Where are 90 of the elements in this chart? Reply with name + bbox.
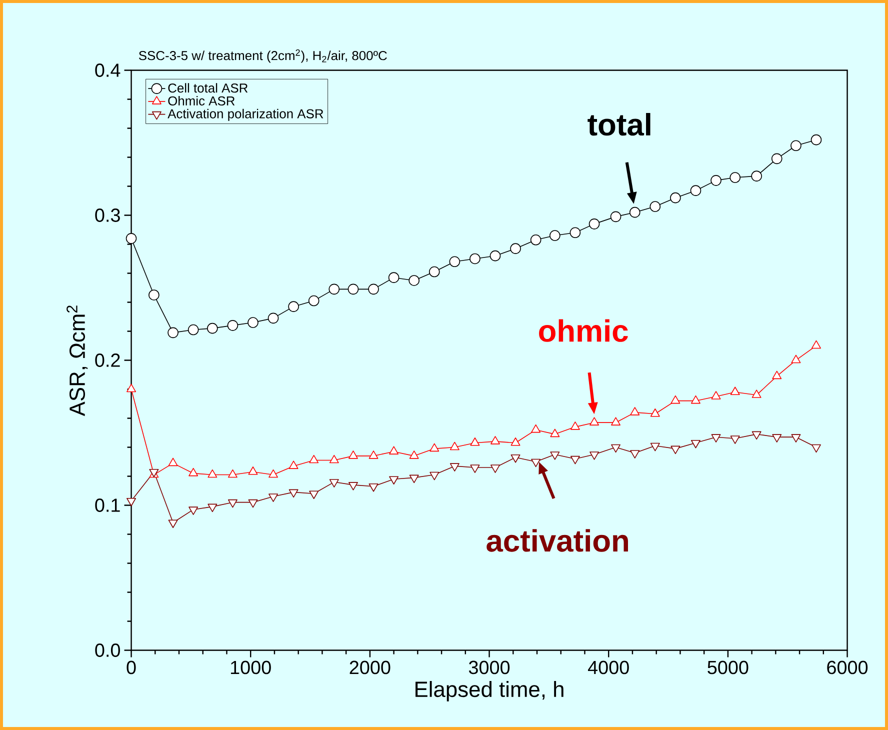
point: [670, 446, 680, 454]
point: [470, 253, 480, 264]
x-axis-title: Elapsed time, h: [416, 680, 564, 702]
point: [268, 494, 278, 502]
point: [772, 434, 782, 442]
point: [570, 456, 580, 464]
x-tick-label: 1000: [230, 660, 271, 674]
x-tick-label: 6000: [827, 660, 868, 674]
point: [368, 483, 378, 492]
point: [690, 440, 700, 448]
point: [188, 324, 199, 336]
y-tick-label: 0.2: [95, 354, 120, 367]
point: [629, 206, 640, 218]
y-tick-label: 0.1: [95, 498, 120, 512]
x-tick-label: 4000: [588, 660, 629, 674]
point: [288, 489, 298, 498]
point: [670, 192, 681, 204]
point: [791, 434, 801, 442]
point: [449, 256, 460, 268]
point: [168, 520, 178, 528]
point: [590, 452, 600, 460]
point: [570, 227, 581, 238]
point: [348, 482, 358, 490]
annotation: ohmic: [539, 319, 628, 342]
point: [550, 230, 560, 241]
point: [530, 234, 542, 246]
point: [388, 272, 400, 283]
point: [389, 476, 399, 485]
point: [248, 317, 258, 328]
point: [550, 452, 560, 460]
point: [611, 444, 620, 453]
point: [208, 504, 218, 512]
point: [207, 322, 218, 334]
point: [409, 474, 419, 484]
point: [650, 201, 661, 212]
point: [126, 233, 137, 244]
point: [248, 499, 258, 508]
point: [690, 185, 702, 196]
point: [348, 284, 359, 295]
point: [510, 454, 520, 463]
annotation: activation: [486, 529, 628, 552]
x-tick-label: 0: [126, 660, 136, 674]
point: [730, 436, 740, 444]
x-tick-label: 5000: [708, 660, 748, 674]
point: [329, 479, 339, 488]
point: [308, 295, 320, 306]
legend-label: Ohmic ASR: [168, 96, 235, 106]
point: [630, 450, 640, 458]
x-tick-label: 3000: [468, 660, 510, 674]
point: [812, 444, 821, 453]
y-tick-label: 0.4: [95, 64, 120, 77]
point: [650, 442, 660, 452]
point: [268, 312, 279, 324]
point: [450, 463, 460, 472]
y-tick-label: 0.3: [95, 208, 120, 222]
point: [288, 301, 299, 312]
chart-title: SSC-3-5 w/ treatment (2cm$^{2}$), H$_{2}$/air, 800ºC: [138, 49, 387, 63]
point: [470, 464, 480, 473]
point: [771, 153, 782, 164]
point: [428, 266, 440, 278]
point: [228, 499, 238, 508]
point: [610, 211, 622, 222]
point: [368, 284, 379, 295]
x-tick-label: 2000: [350, 660, 390, 674]
point: [790, 140, 802, 152]
point: [148, 290, 160, 300]
point: [408, 275, 420, 286]
point: [309, 490, 319, 500]
point: [710, 175, 722, 186]
point: [126, 498, 136, 506]
point: [328, 284, 340, 295]
legend-label: Activation polarization ASR: [168, 108, 324, 121]
point: [810, 134, 822, 146]
annotation: total: [588, 112, 650, 136]
point: [490, 250, 501, 262]
point: [490, 464, 500, 473]
y-tick-label: 0.0: [95, 644, 120, 657]
point: [730, 172, 740, 183]
point: [510, 243, 521, 254]
point: [711, 434, 721, 442]
point: [430, 472, 440, 480]
point: [227, 320, 238, 331]
point: [751, 170, 762, 182]
point: [168, 327, 178, 338]
y-axis-title: ASR, Ωcm$^{2}$: [66, 306, 88, 416]
point: [752, 431, 762, 440]
point: [588, 218, 600, 230]
point: [188, 506, 198, 515]
point: [531, 458, 541, 468]
legend-label: Cell total ASR: [168, 83, 248, 93]
